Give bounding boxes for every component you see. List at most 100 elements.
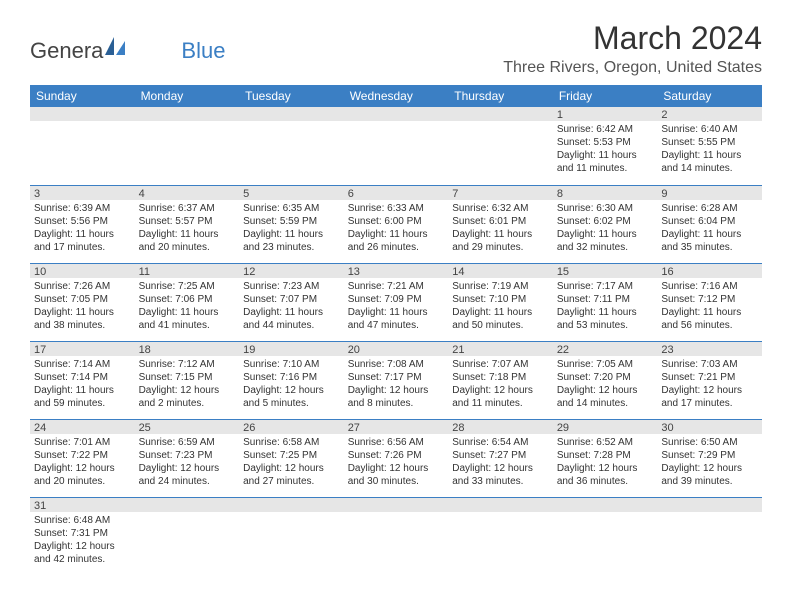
- sunset-line: Sunset: 7:31 PM: [34, 527, 131, 540]
- sunset-line: Sunset: 5:53 PM: [557, 136, 654, 149]
- daylight-line: Daylight: 12 hours and 17 minutes.: [661, 384, 758, 410]
- sunrise-line: Sunrise: 7:14 AM: [34, 358, 131, 371]
- calendar-cell: 22Sunrise: 7:05 AMSunset: 7:20 PMDayligh…: [553, 341, 658, 419]
- day-body-empty: [448, 121, 553, 140]
- calendar-cell: 16Sunrise: 7:16 AMSunset: 7:12 PMDayligh…: [657, 263, 762, 341]
- calendar-cell-empty: [30, 107, 135, 185]
- sunrise-line: Sunrise: 6:39 AM: [34, 202, 131, 215]
- sunset-line: Sunset: 7:09 PM: [348, 293, 445, 306]
- day-body: Sunrise: 7:01 AMSunset: 7:22 PMDaylight:…: [30, 434, 135, 492]
- daylight-line: Daylight: 11 hours and 44 minutes.: [243, 306, 340, 332]
- sunset-line: Sunset: 7:10 PM: [452, 293, 549, 306]
- header: Genera Blue March 2024 Three Rivers, Ore…: [30, 20, 762, 77]
- day-body: Sunrise: 7:21 AMSunset: 7:09 PMDaylight:…: [344, 278, 449, 336]
- sunrise-line: Sunrise: 7:07 AM: [452, 358, 549, 371]
- day-number: 30: [657, 420, 762, 434]
- sunrise-line: Sunrise: 6:58 AM: [243, 436, 340, 449]
- calendar-cell-empty: [135, 497, 240, 575]
- sunset-line: Sunset: 7:11 PM: [557, 293, 654, 306]
- daylight-line: Daylight: 11 hours and 41 minutes.: [139, 306, 236, 332]
- day-number: [448, 498, 553, 512]
- calendar-cell: 15Sunrise: 7:17 AMSunset: 7:11 PMDayligh…: [553, 263, 658, 341]
- calendar-cell: 28Sunrise: 6:54 AMSunset: 7:27 PMDayligh…: [448, 419, 553, 497]
- calendar-row: 24Sunrise: 7:01 AMSunset: 7:22 PMDayligh…: [30, 419, 762, 497]
- day-body: Sunrise: 7:08 AMSunset: 7:17 PMDaylight:…: [344, 356, 449, 414]
- day-number: [239, 498, 344, 512]
- day-number: 17: [30, 342, 135, 356]
- daylight-line: Daylight: 12 hours and 14 minutes.: [557, 384, 654, 410]
- day-body: Sunrise: 6:48 AMSunset: 7:31 PMDaylight:…: [30, 512, 135, 570]
- daylight-line: Daylight: 11 hours and 38 minutes.: [34, 306, 131, 332]
- calendar-cell-empty: [135, 107, 240, 185]
- daylight-line: Daylight: 11 hours and 59 minutes.: [34, 384, 131, 410]
- day-number: 8: [553, 186, 658, 200]
- sunrise-line: Sunrise: 7:26 AM: [34, 280, 131, 293]
- calendar-cell: 29Sunrise: 6:52 AMSunset: 7:28 PMDayligh…: [553, 419, 658, 497]
- month-title: March 2024: [503, 20, 762, 57]
- day-body: Sunrise: 7:26 AMSunset: 7:05 PMDaylight:…: [30, 278, 135, 336]
- calendar-cell-empty: [239, 497, 344, 575]
- day-number: 11: [135, 264, 240, 278]
- calendar-cell-empty: [448, 497, 553, 575]
- sunrise-line: Sunrise: 7:23 AM: [243, 280, 340, 293]
- day-number: 9: [657, 186, 762, 200]
- day-number: 3: [30, 186, 135, 200]
- logo-text-1: Genera: [30, 38, 103, 64]
- day-number: 20: [344, 342, 449, 356]
- day-body: Sunrise: 6:56 AMSunset: 7:26 PMDaylight:…: [344, 434, 449, 492]
- daylight-line: Daylight: 12 hours and 20 minutes.: [34, 462, 131, 488]
- calendar-cell: 1Sunrise: 6:42 AMSunset: 5:53 PMDaylight…: [553, 107, 658, 185]
- day-number: 12: [239, 264, 344, 278]
- day-body-empty: [30, 121, 135, 140]
- day-body-empty: [657, 512, 762, 531]
- daylight-line: Daylight: 11 hours and 26 minutes.: [348, 228, 445, 254]
- day-body: Sunrise: 6:42 AMSunset: 5:53 PMDaylight:…: [553, 121, 658, 179]
- sunset-line: Sunset: 6:00 PM: [348, 215, 445, 228]
- day-number: 23: [657, 342, 762, 356]
- logo-sail-icon: [105, 35, 125, 61]
- daylight-line: Daylight: 11 hours and 17 minutes.: [34, 228, 131, 254]
- calendar-cell: 30Sunrise: 6:50 AMSunset: 7:29 PMDayligh…: [657, 419, 762, 497]
- day-number: [657, 498, 762, 512]
- sunrise-line: Sunrise: 7:08 AM: [348, 358, 445, 371]
- day-body: Sunrise: 7:05 AMSunset: 7:20 PMDaylight:…: [553, 356, 658, 414]
- sunrise-line: Sunrise: 7:19 AM: [452, 280, 549, 293]
- calendar-cell: 5Sunrise: 6:35 AMSunset: 5:59 PMDaylight…: [239, 185, 344, 263]
- day-body-empty: [344, 121, 449, 140]
- calendar-cell: 17 Sunrise: 7:14 AMSunset: 7:14 PMDayligh…: [30, 341, 135, 419]
- calendar-row: 31Sunrise: 6:48 AMSunset: 7:31 PMDayligh…: [30, 497, 762, 575]
- weekday-header: Sunday: [30, 85, 135, 107]
- day-number: 28: [448, 420, 553, 434]
- sunset-line: Sunset: 7:16 PM: [243, 371, 340, 384]
- daylight-line: Daylight: 11 hours and 47 minutes.: [348, 306, 445, 332]
- location: Three Rivers, Oregon, United States: [503, 59, 762, 77]
- day-number: 16: [657, 264, 762, 278]
- day-number: [553, 498, 658, 512]
- calendar-cell-empty: [553, 497, 658, 575]
- sunset-line: Sunset: 7:23 PM: [139, 449, 236, 462]
- sunset-line: Sunset: 7:17 PM: [348, 371, 445, 384]
- day-body: Sunrise: 7:03 AMSunset: 7:21 PMDaylight:…: [657, 356, 762, 414]
- day-body: Sunrise: 6:40 AMSunset: 5:55 PMDaylight:…: [657, 121, 762, 179]
- day-number: 18: [135, 342, 240, 356]
- day-body: Sunrise: 6:28 AMSunset: 6:04 PMDaylight:…: [657, 200, 762, 258]
- sunrise-line: Sunrise: 7:05 AM: [557, 358, 654, 371]
- sunset-line: Sunset: 7:28 PM: [557, 449, 654, 462]
- day-body: Sunrise: 7:17 AMSunset: 7:11 PMDaylight:…: [553, 278, 658, 336]
- calendar-cell: 18Sunrise: 7:12 AMSunset: 7:15 PMDayligh…: [135, 341, 240, 419]
- day-body: Sunrise: 6:33 AMSunset: 6:00 PMDaylight:…: [344, 200, 449, 258]
- weekday-header: Saturday: [657, 85, 762, 107]
- sunrise-line: Sunrise: 7:16 AM: [661, 280, 758, 293]
- day-number: 2: [657, 107, 762, 121]
- calendar-row: 17Sunrise: 7:14 AMSunset: 7:14 PMDayligh…: [30, 341, 762, 419]
- day-body: Sunrise: 7:25 AMSunset: 7:06 PMDaylight:…: [135, 278, 240, 336]
- sunrise-line: Sunrise: 6:42 AM: [557, 123, 654, 136]
- daylight-line: Daylight: 11 hours and 35 minutes.: [661, 228, 758, 254]
- daylight-line: Daylight: 12 hours and 11 minutes.: [452, 384, 549, 410]
- sunset-line: Sunset: 7:29 PM: [661, 449, 758, 462]
- sunset-line: Sunset: 7:14 PM: [34, 371, 131, 384]
- sunrise-line: Sunrise: 7:10 AM: [243, 358, 340, 371]
- daylight-line: Daylight: 11 hours and 29 minutes.: [452, 228, 549, 254]
- daylight-line: Daylight: 11 hours and 23 minutes.: [243, 228, 340, 254]
- calendar-cell: 31Sunrise: 6:48 AMSunset: 7:31 PMDayligh…: [30, 497, 135, 575]
